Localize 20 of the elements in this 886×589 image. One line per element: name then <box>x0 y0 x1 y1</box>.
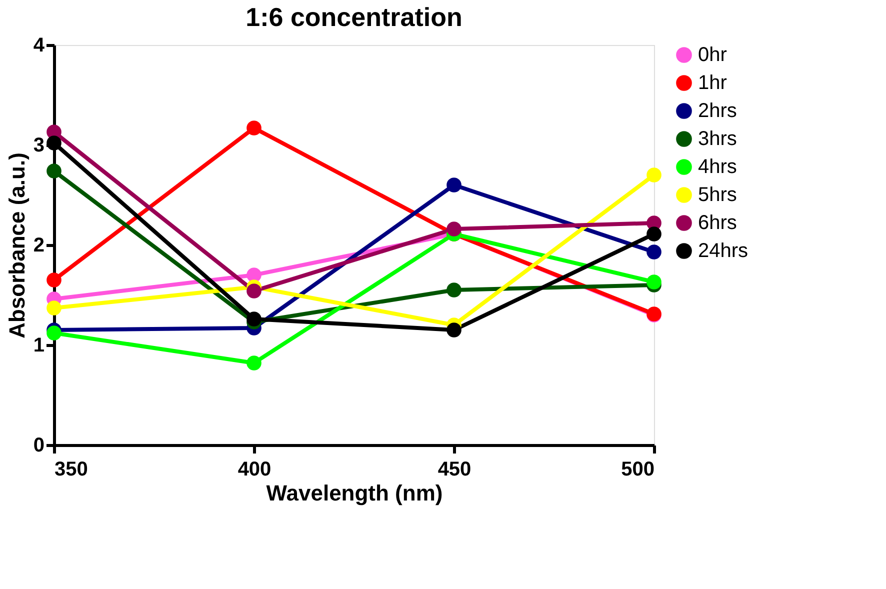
legend-label: 2hrs <box>698 100 737 122</box>
x-axis-title: Wavelength (nm) <box>266 480 443 506</box>
chart-title: 1:6 concentration <box>246 2 462 32</box>
legend-label: 3hrs <box>698 128 737 150</box>
x-tick-label: 500 <box>621 458 654 480</box>
legend-label: 0hr <box>698 44 728 66</box>
legend-label: 4hrs <box>698 156 737 178</box>
legend-label: 24hrs <box>698 240 748 262</box>
y-tick-label: 0 <box>33 434 44 456</box>
x-tick-label: 450 <box>438 458 472 480</box>
y-tick-label: 2 <box>33 234 44 256</box>
y-axis-title: Absorbance (a.u.) <box>4 152 30 338</box>
x-tick-label: 400 <box>238 458 272 480</box>
legend-label: 6hrs <box>698 212 737 234</box>
y-tick-label: 4 <box>33 34 46 56</box>
x-tick-label: 350 <box>54 458 88 480</box>
legend-label: 1hr <box>698 72 728 94</box>
legend-label: 5hrs <box>698 184 737 206</box>
y-tick-label: 1 <box>33 334 44 356</box>
y-tick-label: 3 <box>33 134 44 156</box>
